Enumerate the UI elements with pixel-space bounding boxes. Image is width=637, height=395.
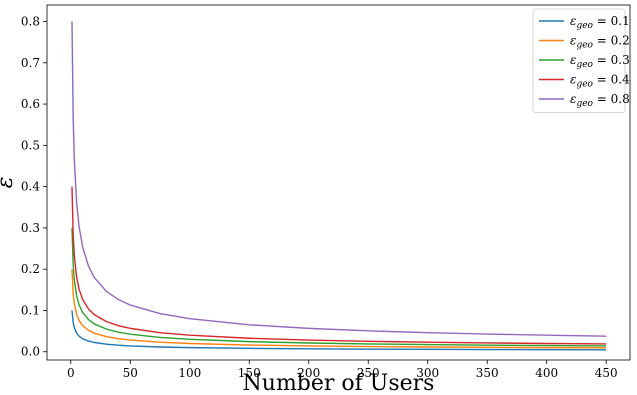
legend-label: εgeo = 0.2 — [570, 34, 630, 51]
series-line-4 — [71, 186, 607, 345]
series-line-5 — [71, 21, 607, 337]
y-tick-label: 0.0 — [21, 345, 40, 359]
y-tick-label: 0.7 — [21, 56, 40, 70]
x-tick-label: 100 — [178, 366, 201, 380]
legend-label: εgeo = 0.1 — [570, 14, 630, 31]
series-line-1 — [71, 310, 607, 351]
x-tick-label: 400 — [535, 366, 558, 380]
plot-area-frame — [46, 4, 631, 361]
x-tick-label: 250 — [357, 366, 380, 380]
legend-label: εgeo = 0.4 — [570, 73, 630, 90]
x-tick-label: 150 — [238, 366, 261, 380]
legend-label: εgeo = 0.8 — [570, 92, 630, 109]
y-tick-label: 0.2 — [21, 262, 40, 276]
series-line-3 — [71, 227, 607, 347]
x-tick-label: 200 — [297, 366, 320, 380]
y-tick-label: 0.5 — [21, 138, 40, 152]
y-axis-label: ε — [0, 177, 18, 189]
y-tick-label: 0.4 — [21, 180, 40, 194]
x-tick-label: 450 — [595, 366, 618, 380]
y-tick-label: 0.1 — [21, 303, 40, 317]
legend-label: εgeo = 0.3 — [570, 53, 630, 70]
y-tick-label: 0.3 — [21, 221, 40, 235]
y-tick-label: 0.6 — [21, 97, 40, 111]
x-tick-label: 350 — [476, 366, 499, 380]
y-tick-label: 0.8 — [21, 15, 40, 29]
x-tick-label: 0 — [67, 366, 75, 380]
series-line-2 — [71, 269, 607, 349]
x-tick-label: 300 — [416, 366, 439, 380]
x-axis-label: Number of Users — [243, 371, 435, 395]
x-tick-label: 50 — [123, 366, 138, 380]
legend-box — [532, 8, 626, 113]
